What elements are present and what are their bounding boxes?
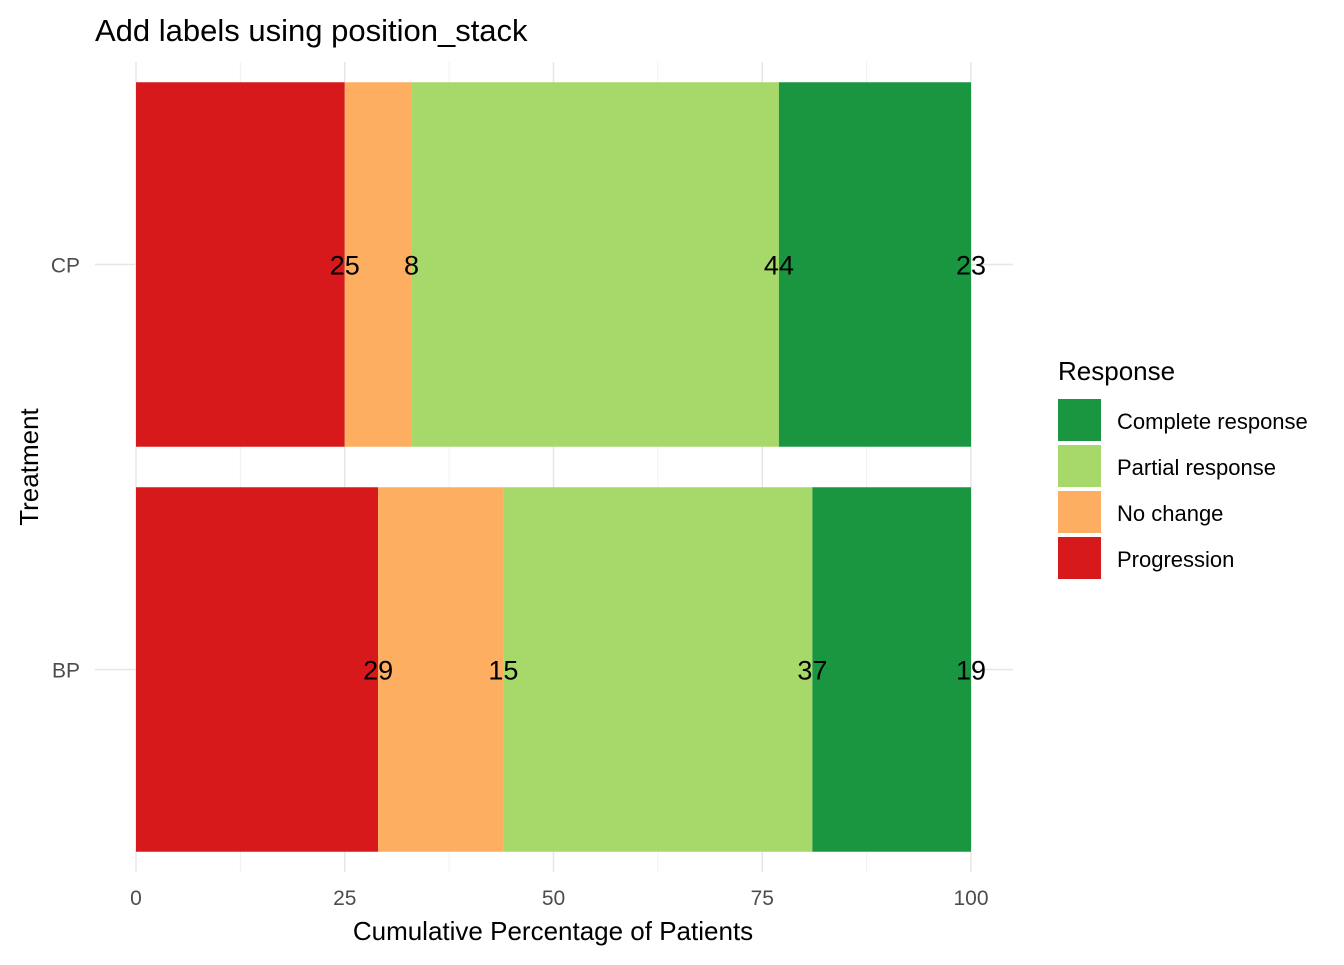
legend: Response Complete response Partial respon… xyxy=(1058,356,1308,579)
bar-value-labels: 29 15 37 19 25 8 44 23 xyxy=(330,251,986,686)
bars xyxy=(136,82,971,852)
bar-segment-cp-progression xyxy=(136,82,345,447)
bar-value-label: 15 xyxy=(488,656,518,686)
bar-value-label: 23 xyxy=(956,251,986,281)
bar-segment-cp-partial-response xyxy=(411,82,779,447)
bar-value-label: 8 xyxy=(404,251,419,281)
legend-key-no-change xyxy=(1058,491,1101,533)
x-tick-label: 50 xyxy=(542,887,565,910)
legend-label: Progression xyxy=(1117,547,1234,572)
legend-label: Partial response xyxy=(1117,455,1276,480)
bar-segment-bp-no-change xyxy=(378,487,504,852)
legend-label: Complete response xyxy=(1117,409,1308,434)
axes: 0 25 50 75 100 BP CP xyxy=(51,255,989,911)
legend-key-complete-response xyxy=(1058,399,1101,441)
bar-value-label: 25 xyxy=(330,251,360,281)
bar-value-label: 19 xyxy=(956,656,986,686)
legend-key-progression xyxy=(1058,537,1101,579)
x-tick-label: 75 xyxy=(751,887,774,910)
legend-title: Response xyxy=(1058,356,1175,386)
x-axis-title: Cumulative Percentage of Patients xyxy=(353,916,753,946)
y-axis-title: Treatment xyxy=(14,407,44,525)
bar-value-label: 29 xyxy=(363,656,393,686)
legend-label: No change xyxy=(1117,501,1223,526)
bar-value-label: 37 xyxy=(797,656,827,686)
bar-value-label: 44 xyxy=(764,251,794,281)
bar-segment-bp-complete-response xyxy=(812,487,971,852)
x-tick-label: 100 xyxy=(953,887,988,910)
x-tick-label: 25 xyxy=(333,887,356,910)
y-tick-label: CP xyxy=(51,255,80,278)
bar-segment-bp-partial-response xyxy=(503,487,813,852)
y-tick-label: BP xyxy=(52,660,80,683)
bar-segment-cp-no-change xyxy=(344,82,412,447)
legend-key-partial-response xyxy=(1058,445,1101,487)
chart-title: Add labels using position_stack xyxy=(95,13,528,48)
bar-segment-bp-progression xyxy=(136,487,379,852)
bar-segment-cp-complete-response xyxy=(778,82,971,447)
x-tick-label: 0 xyxy=(130,887,142,910)
